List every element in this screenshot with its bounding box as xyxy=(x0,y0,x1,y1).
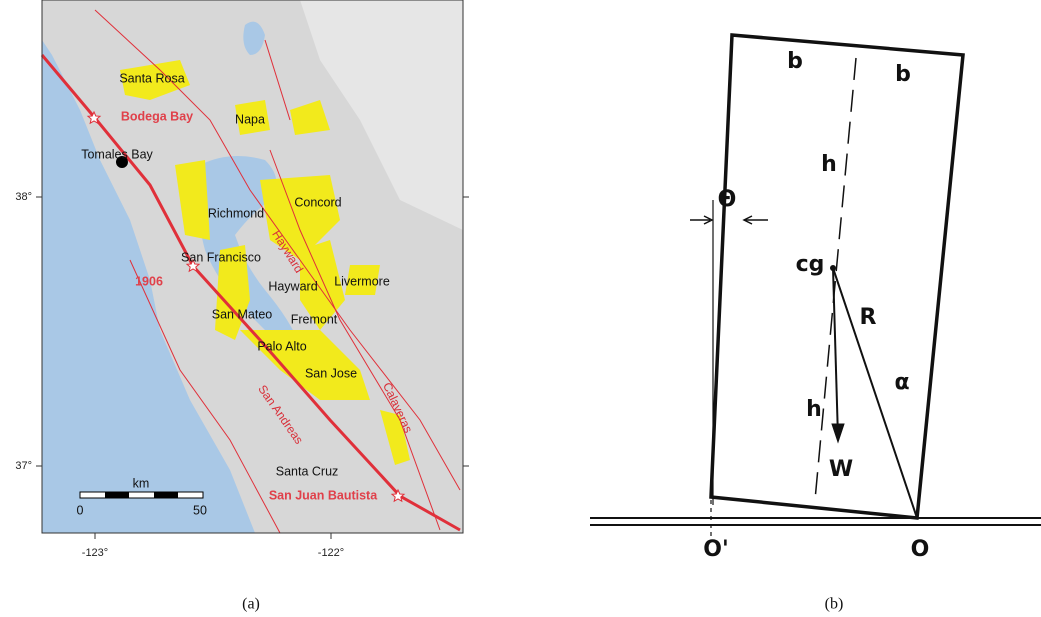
lon-label: -122° xyxy=(318,547,344,559)
caption: (a) xyxy=(242,596,260,613)
diagram-label: h xyxy=(821,152,837,177)
lat-label: 37° xyxy=(15,460,32,472)
scale-label: 50 xyxy=(193,503,207,517)
figure: 38° 37° -123° -122° Santa Rosa Napa Toma… xyxy=(0,0,1041,617)
diagram-label: b xyxy=(787,49,803,74)
epicenter-label: San Juan Bautista xyxy=(269,488,378,502)
diagram-label: α xyxy=(894,370,909,395)
city-label: San Jose xyxy=(305,366,357,380)
diagram-label: O xyxy=(911,537,930,562)
lat-label: 38° xyxy=(15,191,32,203)
city-label: Napa xyxy=(235,112,265,126)
diagram-label: h xyxy=(806,397,822,422)
diagram-label: O' xyxy=(703,537,728,562)
caption: (b) xyxy=(825,596,844,613)
cg-point xyxy=(830,265,836,271)
city-label: Palo Alto xyxy=(257,339,306,353)
scale-bar xyxy=(80,492,203,498)
city-label: San Francisco xyxy=(181,250,261,264)
lon-label: -123° xyxy=(82,547,108,559)
city-label: Livermore xyxy=(334,274,390,288)
city-label: Fremont xyxy=(291,312,338,326)
scale-unit: km xyxy=(133,476,150,490)
map: 38° 37° -123° -122° Santa Rosa Napa Toma… xyxy=(15,0,469,559)
city-label: San Mateo xyxy=(212,307,273,321)
diagram-label: W xyxy=(829,457,853,482)
diagram-label: cg xyxy=(796,252,825,277)
diagram-label: b xyxy=(895,62,911,87)
city-label: Tomales Bay xyxy=(81,147,153,161)
diagram-label: Θ xyxy=(718,187,737,212)
epicenter-label: 1906 xyxy=(135,274,163,288)
epicenter-label: Bodega Bay xyxy=(121,109,193,123)
city-label: Santa Rosa xyxy=(119,71,184,85)
city-label: Concord xyxy=(294,195,341,209)
diagram xyxy=(590,35,1041,540)
city-label: Richmond xyxy=(208,206,264,220)
scale-label: 0 xyxy=(77,503,84,517)
diagram-label: R xyxy=(860,305,877,330)
city-label: Hayward xyxy=(268,279,317,293)
city-label: Santa Cruz xyxy=(276,464,339,478)
